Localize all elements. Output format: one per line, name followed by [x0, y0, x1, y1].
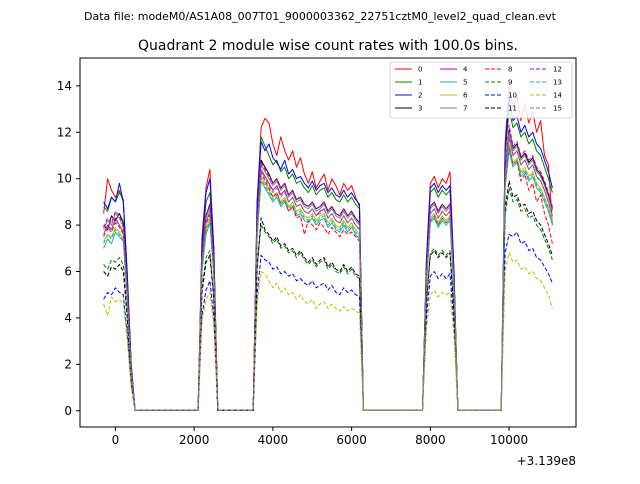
series-line-1	[103, 108, 553, 411]
legend-label-4: 4	[463, 66, 468, 74]
y-axis: 0 2 4 6 8 10 12 14	[57, 79, 80, 418]
legend-label-3: 3	[418, 105, 422, 113]
legend-box	[389, 61, 573, 119]
series-line-2	[103, 97, 553, 411]
series-line-10	[103, 231, 553, 411]
x-tick-label: 2000	[179, 433, 210, 447]
series-line-4	[103, 136, 553, 411]
x-tick-label: 10000	[490, 433, 528, 447]
y-tick-label: 14	[57, 79, 72, 93]
x-tick-label: 6000	[336, 433, 367, 447]
legend-label-13: 13	[553, 79, 562, 87]
plot-area	[103, 80, 553, 411]
legend-label-5: 5	[463, 79, 467, 87]
series-line-12	[103, 124, 553, 411]
legend-label-11: 11	[508, 105, 517, 113]
legend-label-15: 15	[553, 105, 562, 113]
series-line-14	[103, 252, 553, 411]
x-tick-label: 0	[112, 433, 120, 447]
series-line-15	[103, 136, 553, 411]
y-tick-label: 6	[64, 265, 72, 279]
x-tick-label: 4000	[258, 433, 289, 447]
x-axis: 0 2000 4000 6000 8000 10000	[112, 427, 528, 447]
y-tick-label: 12	[57, 125, 72, 139]
y-tick-label: 10	[57, 172, 72, 186]
x-offset-label: +3.139e8	[517, 454, 576, 468]
legend-label-0: 0	[418, 66, 422, 74]
y-tick-label: 2	[64, 357, 72, 371]
series-line-6	[103, 143, 553, 411]
y-tick-label: 8	[64, 218, 72, 232]
legend-label-7: 7	[463, 105, 467, 113]
legend-label-9: 9	[508, 79, 512, 87]
legend-label-8: 8	[508, 66, 512, 74]
series-line-11	[103, 180, 553, 411]
y-tick-label: 4	[64, 311, 72, 325]
axes-frame	[79, 57, 577, 428]
legend-label-6: 6	[463, 92, 468, 100]
chart-title: Quadrant 2 module wise count rates with …	[138, 38, 518, 54]
series-line-0	[103, 80, 553, 411]
series-line-13	[103, 145, 553, 411]
legend-label-1: 1	[418, 79, 422, 87]
x-tick-label: 8000	[415, 433, 446, 447]
legend-label-2: 2	[418, 92, 422, 100]
series-line-7	[103, 131, 553, 411]
legend-label-14: 14	[553, 92, 562, 100]
series-line-8	[103, 145, 553, 411]
y-tick-label: 0	[64, 404, 72, 418]
series-line-3	[103, 129, 553, 411]
figure-suptitle: Data file: modeM0/AS1A08_007T01_90000033…	[84, 10, 557, 23]
legend-label-12: 12	[553, 66, 562, 74]
series-line-9	[103, 187, 553, 411]
legend-label-10: 10	[508, 92, 517, 100]
